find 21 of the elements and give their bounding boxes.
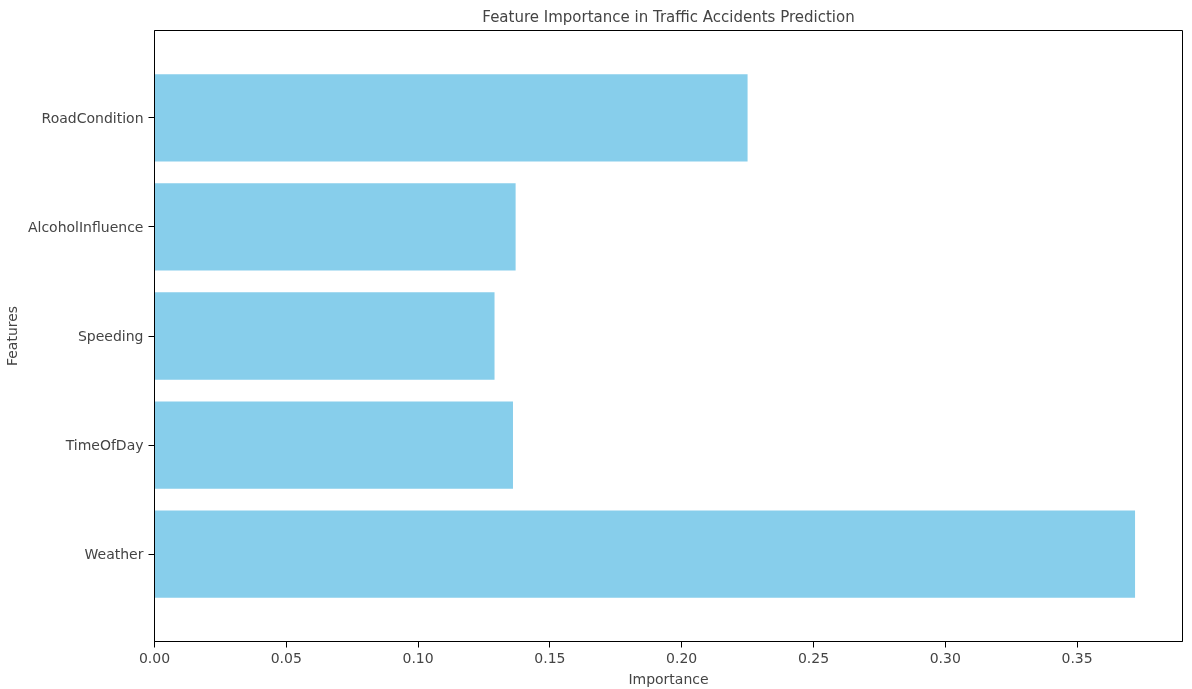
y-tick-label: TimeOfDay [64,437,144,454]
chart-title: Feature Importance in Traffic Accidents Prediction [482,7,855,26]
bar [154,183,516,271]
x-tick-label: 0.00 [138,649,171,666]
y-axis-title: Features [3,305,20,367]
bar [154,292,495,380]
x-tick-label: 0.20 [666,649,698,666]
x-tick-label: 0.15 [534,649,566,666]
bar [154,74,748,162]
x-tick-label: 0.05 [270,649,302,666]
y-tick-label: AlcoholInfluence [27,218,144,235]
y-tick-label: Weather [84,546,144,563]
bar [154,401,513,489]
y-tick-label: RoadCondition [41,109,144,126]
x-tick-label: 0.35 [1061,649,1093,666]
bar [154,510,1136,598]
x-tick-label: 0.30 [929,649,961,666]
x-tick-label: 0.25 [797,649,830,666]
x-axis-title: Importance [628,670,709,687]
y-tick-label: Speeding [77,328,144,344]
x-tick-label: 0.10 [402,649,434,666]
